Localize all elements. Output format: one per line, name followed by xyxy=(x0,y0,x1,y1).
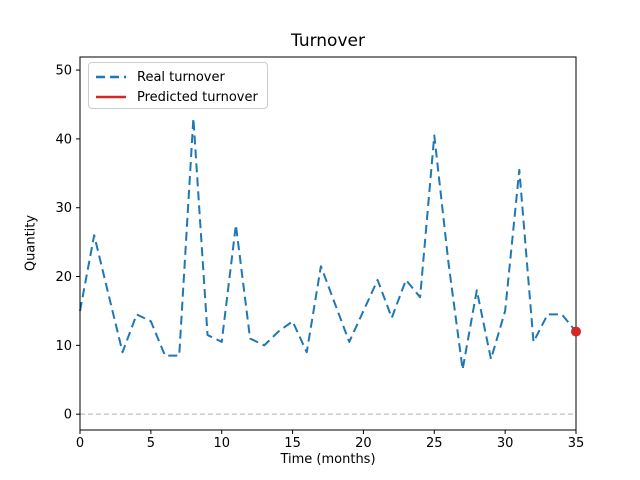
x-tick-label: 5 xyxy=(147,436,155,451)
y-tick-label: 50 xyxy=(55,64,72,79)
chart-title: Turnover xyxy=(291,31,365,51)
y-tick-label: 10 xyxy=(55,339,72,354)
x-tick-label: 10 xyxy=(213,436,230,451)
y-tick-label: 0 xyxy=(64,408,72,423)
y-tick-label: 40 xyxy=(55,132,72,147)
real-turnover-line-icon xyxy=(96,75,126,79)
x-tick-label: 20 xyxy=(355,436,372,451)
predicted-point xyxy=(571,326,581,337)
legend-label-predicted-turnover: Predicted turnover xyxy=(137,89,258,105)
predicted-turnover-line-icon xyxy=(96,95,126,99)
legend-label-real-turnover: Real turnover xyxy=(137,69,225,85)
x-tick-label: 30 xyxy=(497,436,514,451)
x-tick-label: 35 xyxy=(568,436,585,451)
y-tick-label: 20 xyxy=(55,270,72,285)
x-tick-label: 0 xyxy=(76,436,84,451)
legend-item-real-turnover: Real turnover xyxy=(95,67,267,87)
plot-border xyxy=(79,56,577,431)
y-tick-label: 30 xyxy=(55,201,72,216)
real-turnover-line xyxy=(79,117,577,371)
x-tick-label: 25 xyxy=(426,436,443,451)
legend: Real turnover Predicted turnover xyxy=(88,62,268,109)
x-axis-label: Time (months) xyxy=(280,452,376,467)
x-tick-label: 15 xyxy=(284,436,301,451)
legend-item-predicted-turnover: Predicted turnover xyxy=(95,87,267,107)
